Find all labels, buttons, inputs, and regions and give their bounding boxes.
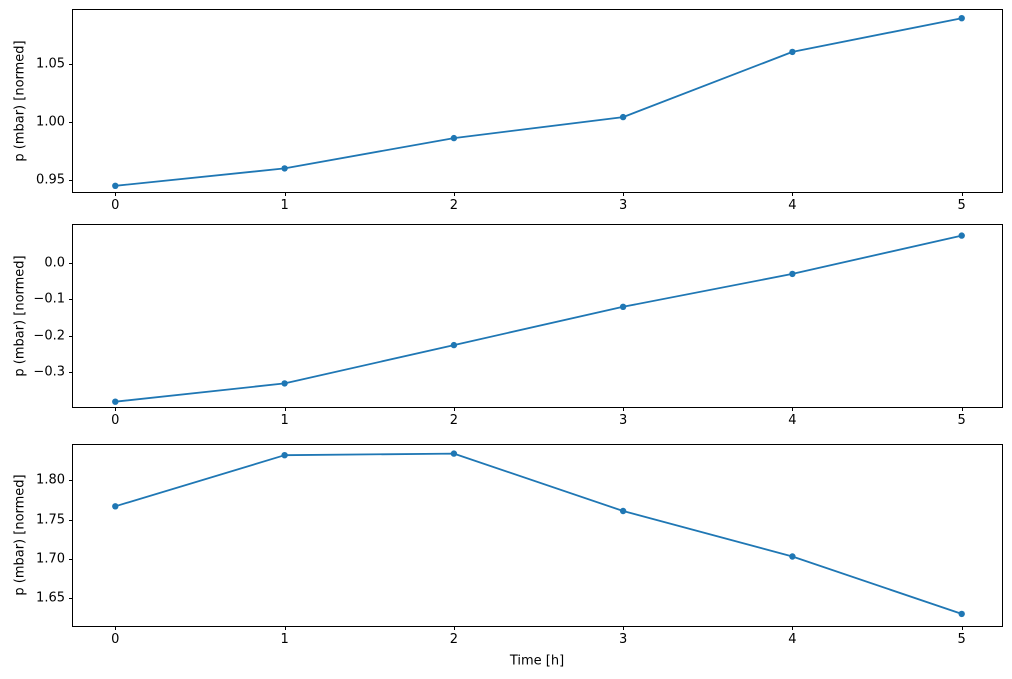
x-tick — [115, 407, 117, 411]
x-tick — [115, 192, 117, 196]
y-axis-label-bottom: p (mbar) [normed] — [12, 474, 28, 596]
data-point — [281, 165, 288, 172]
x-tick-label: 3 — [618, 413, 628, 428]
subplot-middle: 0 1 2 3 4 5 0.0 −0.1 −0.2 −0.3 — [33, 224, 1003, 427]
y-tick — [69, 335, 73, 337]
subplot-top: 0 1 2 3 4 5 0.95 1.00 1.05 — [36, 9, 1003, 212]
y-tick — [69, 180, 73, 182]
y-tick-label: 1.65 — [36, 590, 65, 606]
x-tick-label: 1 — [280, 632, 289, 647]
x-tick-label: 0 — [111, 198, 120, 213]
data-point — [112, 503, 119, 510]
data-point — [112, 398, 119, 405]
y-axis-label-middle: p (mbar) [normed] — [12, 255, 28, 377]
x-tick — [284, 407, 286, 411]
y-tick — [69, 299, 73, 301]
data-point — [789, 48, 796, 56]
data-point — [450, 341, 458, 349]
data-point — [112, 182, 119, 189]
plot-canvas — [112, 232, 965, 405]
y-tick — [69, 63, 73, 65]
y-tick — [69, 480, 73, 482]
x-tick-label: 4 — [788, 198, 797, 213]
y-tick-label: 0.95 — [36, 172, 65, 188]
x-tick-label: 5 — [957, 198, 966, 213]
y-tick-label: 1.80 — [36, 472, 65, 488]
data-point — [619, 113, 627, 121]
data-point — [958, 15, 965, 22]
x-tick-label: 0 — [111, 632, 120, 647]
x-tick — [961, 626, 963, 630]
x-tick — [961, 192, 963, 196]
data-point — [281, 380, 288, 387]
y-tick-label: 1.70 — [36, 551, 65, 567]
x-tick-label: 5 — [957, 632, 966, 647]
x-tick-label: 5 — [957, 413, 966, 428]
plot-canvas — [112, 450, 965, 618]
y-tick-label: −0.3 — [33, 364, 65, 380]
y-tick — [69, 598, 73, 600]
y-tick-label: 1.05 — [36, 56, 65, 72]
data-point — [450, 134, 458, 142]
x-tick-label: 3 — [618, 198, 628, 213]
x-tick — [623, 192, 625, 196]
y-tick-label: 0.0 — [44, 255, 65, 271]
x-tick — [792, 626, 794, 630]
x-tick-label: 3 — [618, 632, 628, 647]
data-point — [789, 553, 796, 560]
x-tick — [453, 626, 455, 630]
x-tick-label: 4 — [788, 413, 797, 428]
y-tick-label: −0.1 — [33, 291, 65, 307]
x-tick-label: 2 — [449, 632, 458, 647]
data-point — [958, 232, 965, 239]
y-tick-label: −0.2 — [33, 328, 65, 344]
x-tick — [453, 192, 455, 196]
subplot-bottom: 0 1 2 3 4 5 1.65 1.70 1.75 1.80 — [36, 444, 1003, 646]
x-tick — [284, 192, 286, 196]
data-point — [619, 303, 627, 310]
y-tick — [69, 372, 73, 374]
data-point — [450, 450, 458, 457]
data-point — [281, 452, 288, 459]
data-point — [958, 610, 965, 618]
x-tick — [623, 626, 625, 630]
data-point — [619, 507, 627, 515]
x-tick-label: 2 — [449, 198, 458, 213]
data-point — [789, 270, 796, 278]
x-tick — [623, 407, 625, 411]
y-tick — [69, 519, 73, 521]
y-tick — [69, 262, 73, 264]
series-line — [114, 17, 963, 187]
y-axis-label-top: p (mbar) [normed] — [12, 40, 28, 162]
x-tick — [961, 407, 963, 411]
x-tick — [453, 407, 455, 411]
plot-canvas — [112, 15, 965, 189]
x-tick-label: 1 — [280, 198, 289, 213]
series-line — [114, 452, 963, 615]
x-tick-label: 0 — [111, 413, 120, 428]
x-axis-label: Time [h] — [509, 653, 565, 669]
y-tick — [69, 121, 73, 123]
x-tick — [792, 192, 794, 196]
y-tick-label: 1.75 — [36, 512, 65, 528]
x-tick-label: 1 — [280, 413, 289, 428]
x-tick — [284, 626, 286, 630]
x-tick-label: 4 — [788, 632, 797, 647]
series-line — [114, 234, 963, 403]
y-tick — [69, 558, 73, 560]
y-tick-label: 1.00 — [36, 114, 65, 130]
x-tick — [115, 626, 117, 630]
x-tick — [792, 407, 794, 411]
x-tick-label: 2 — [449, 413, 458, 428]
